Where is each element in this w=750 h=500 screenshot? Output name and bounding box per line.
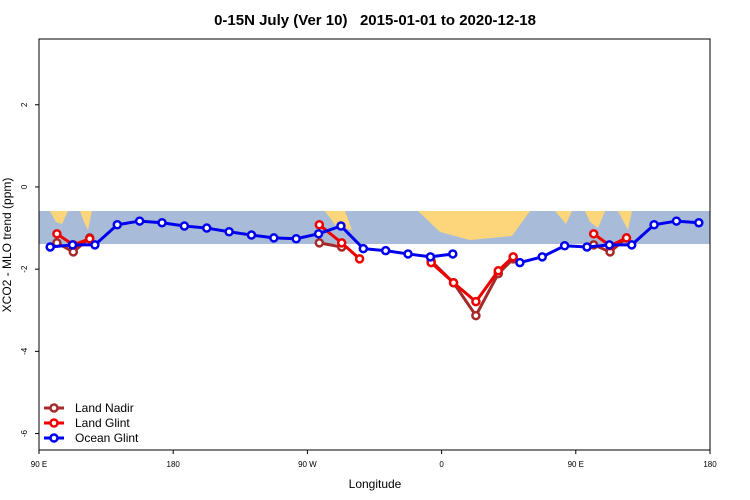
data-point [588, 229, 599, 239]
data-point [314, 238, 325, 248]
data-point [380, 245, 391, 256]
x-tick-label: 90 E [568, 460, 584, 469]
legend-swatch [49, 418, 59, 428]
x-tick-label: 0 [439, 460, 444, 469]
x-tick-label: 180 [167, 460, 181, 469]
data-point [90, 240, 100, 250]
data-point [493, 266, 504, 276]
data-point [537, 252, 547, 262]
y-tick-label: 2 [20, 102, 29, 107]
legend-swatch [49, 433, 59, 443]
plot-frame [38, 38, 711, 451]
data-point [649, 220, 659, 230]
data-point [354, 254, 365, 264]
data-point [336, 238, 347, 248]
data-point [134, 216, 145, 226]
data-point [269, 233, 279, 243]
data-point [626, 240, 637, 250]
x-tick-label: 90 E [31, 460, 47, 469]
data-point [471, 296, 481, 307]
data-point [403, 249, 413, 259]
data-point [471, 310, 481, 321]
x-axis-label: Longitude [349, 477, 402, 491]
data-point [448, 277, 459, 288]
data-point [45, 242, 55, 252]
data-point [621, 233, 632, 243]
data-point [67, 240, 78, 250]
legend-label: Ocean Glint [75, 431, 139, 445]
data-point [425, 252, 436, 262]
data-point [179, 221, 190, 231]
x-tick-label: 180 [703, 460, 717, 469]
y-tick-label: 0 [20, 184, 29, 189]
chart-title: 0-15N July (Ver 10) 2015-01-01 to 2020-1… [214, 12, 536, 29]
y-tick-label: -4 [20, 347, 29, 355]
x-tick-label: 90 W [298, 460, 317, 469]
data-point [336, 221, 346, 231]
data-point [604, 240, 615, 250]
data-point [314, 220, 325, 230]
data-point [313, 229, 324, 239]
data-point [671, 216, 682, 226]
data-point [52, 229, 62, 239]
data-point [202, 223, 212, 233]
y-tick-label: -6 [20, 429, 29, 437]
legend-swatch [49, 403, 59, 413]
series-line [430, 255, 515, 304]
y-tick-label: -2 [20, 265, 29, 273]
legend-label: Land Glint [75, 416, 130, 430]
data-point [224, 227, 234, 237]
data-point [694, 217, 704, 228]
data-point [508, 252, 518, 262]
y-axis-label: XCO2 - MLO trend (ppm) [0, 178, 14, 313]
data-point [358, 243, 369, 254]
data-point [448, 249, 458, 259]
data-point [112, 220, 123, 230]
data-point [291, 233, 301, 244]
data-point [246, 230, 257, 240]
data-point [157, 217, 167, 228]
data-point [515, 257, 525, 268]
data-point [84, 233, 95, 244]
legend-label: Land Nadir [75, 401, 134, 415]
data-point [559, 240, 570, 251]
map-band [39, 211, 710, 244]
data-point [582, 242, 592, 252]
